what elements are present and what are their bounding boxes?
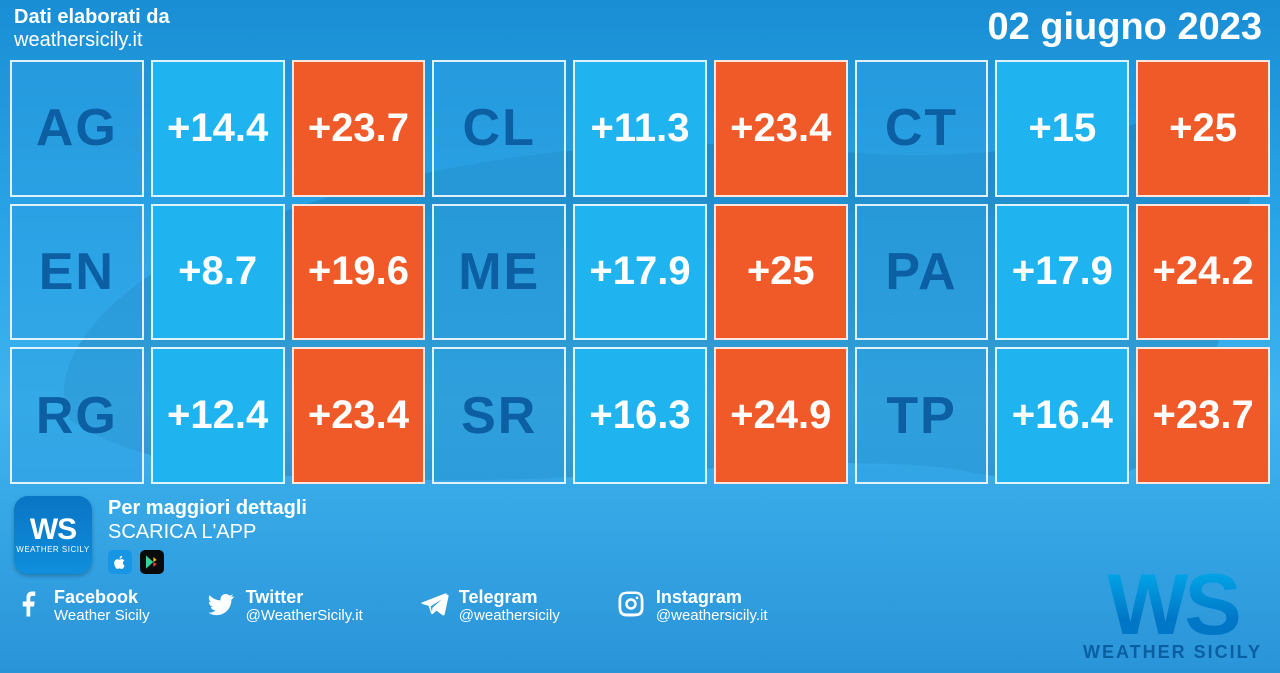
temperature-grid: AG+14.4+23.7CL+11.3+23.4CT+15+25EN+8.7+1… (0, 60, 1280, 484)
promo-line2: SCARICA L'APP (108, 520, 307, 544)
social-name: Twitter (246, 588, 363, 608)
social-link: Twitter@WeatherSicily.it (206, 588, 363, 624)
social-name: Facebook (54, 588, 150, 608)
social-text: Instagram@weathersicily.it (656, 588, 768, 624)
telegram-icon (419, 589, 449, 624)
ws-app-badge: WS WEATHER SICILY (14, 496, 92, 574)
min-temp: +16.4 (995, 347, 1129, 484)
social-handle: @WeatherSicily.it (246, 608, 363, 625)
city-code: PA (855, 204, 989, 341)
max-temp: +23.7 (1136, 347, 1270, 484)
social-text: Telegram@weathersicily (459, 588, 560, 624)
ws-badge-subtext: WEATHER SICILY (16, 545, 89, 554)
city-code: ME (432, 204, 566, 341)
footer: WS WEATHER SICILY Per maggiori dettagli … (0, 484, 1280, 673)
forecast-date: 02 giugno 2023 (987, 6, 1262, 49)
attribution-site: weathersicily.it (14, 29, 170, 52)
city-code: CT (855, 60, 989, 197)
twitter-icon (206, 589, 236, 624)
min-temp: +17.9 (573, 204, 707, 341)
playstore-icon (140, 550, 164, 574)
weather-sicily-logo: WS WEATHER SICILY (1083, 571, 1262, 663)
social-name: Telegram (459, 588, 560, 608)
social-links: FacebookWeather Sicily Twitter@WeatherSic… (14, 588, 1266, 624)
attribution: Dati elaborati da weathersicily.it (14, 6, 170, 52)
attribution-line1: Dati elaborati da (14, 6, 170, 29)
max-temp: +23.7 (292, 60, 426, 197)
ws-badge-text: WS (30, 516, 76, 543)
logo-text: WS (1083, 571, 1262, 640)
promo-line1: Per maggiori dettagli (108, 496, 307, 520)
min-temp: +14.4 (151, 60, 285, 197)
app-promo: WS WEATHER SICILY Per maggiori dettagli … (14, 490, 1266, 574)
social-handle: @weathersicily.it (656, 608, 768, 625)
max-temp: +23.4 (714, 60, 848, 197)
store-icons (108, 550, 307, 574)
min-temp: +17.9 (995, 204, 1129, 341)
max-temp: +24.2 (1136, 204, 1270, 341)
city-code: CL (432, 60, 566, 197)
appstore-icon (108, 550, 132, 574)
social-text: FacebookWeather Sicily (54, 588, 150, 624)
max-temp: +25 (1136, 60, 1270, 197)
min-temp: +12.4 (151, 347, 285, 484)
max-temp: +23.4 (292, 347, 426, 484)
min-temp: +15 (995, 60, 1129, 197)
social-name: Instagram (656, 588, 768, 608)
social-handle: @weathersicily (459, 608, 560, 625)
min-temp: +8.7 (151, 204, 285, 341)
header: Dati elaborati da weathersicily.it 02 gi… (0, 0, 1280, 60)
max-temp: +19.6 (292, 204, 426, 341)
facebook-icon (14, 589, 44, 624)
city-code: SR (432, 347, 566, 484)
city-code: TP (855, 347, 989, 484)
min-temp: +11.3 (573, 60, 707, 197)
social-link: Instagram@weathersicily.it (616, 588, 768, 624)
social-text: Twitter@WeatherSicily.it (246, 588, 363, 624)
social-link: Telegram@weathersicily (419, 588, 560, 624)
max-temp: +25 (714, 204, 848, 341)
social-handle: Weather Sicily (54, 608, 150, 625)
max-temp: +24.9 (714, 347, 848, 484)
social-link: FacebookWeather Sicily (14, 588, 150, 624)
city-code: AG (10, 60, 144, 197)
city-code: EN (10, 204, 144, 341)
instagram-icon (616, 589, 646, 624)
city-code: RG (10, 347, 144, 484)
min-temp: +16.3 (573, 347, 707, 484)
promo-text: Per maggiori dettagli SCARICA L'APP (108, 496, 307, 574)
